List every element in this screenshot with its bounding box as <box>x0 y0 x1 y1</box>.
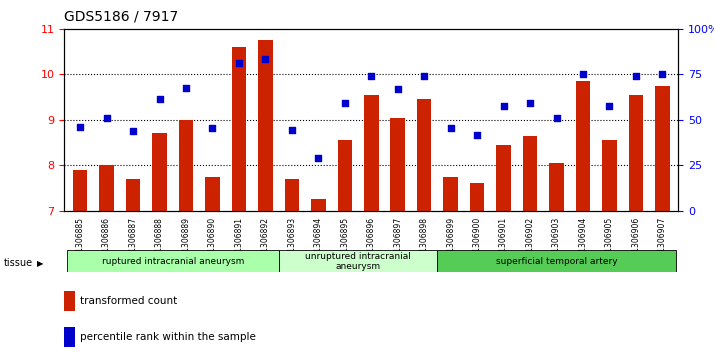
Point <box>445 125 456 130</box>
Bar <box>391 118 405 211</box>
Point <box>181 85 192 91</box>
Bar <box>64 327 75 347</box>
Point <box>74 124 86 130</box>
Point <box>313 155 324 161</box>
Bar <box>178 120 193 211</box>
Bar <box>231 47 246 211</box>
Bar <box>470 183 484 211</box>
Text: percentile rank within the sample: percentile rank within the sample <box>79 332 256 342</box>
Text: ▶: ▶ <box>37 259 44 268</box>
Point <box>604 103 615 109</box>
Point <box>418 73 430 79</box>
Text: superficial temporal artery: superficial temporal artery <box>496 257 618 266</box>
Bar <box>496 145 511 211</box>
Bar <box>73 170 87 211</box>
Point <box>392 86 403 92</box>
Bar <box>417 99 431 211</box>
Bar <box>523 136 538 211</box>
Bar <box>64 291 75 311</box>
Text: tissue: tissue <box>4 258 33 268</box>
Bar <box>655 86 670 211</box>
Point <box>207 125 218 131</box>
Bar <box>67 250 278 272</box>
Point <box>366 73 377 79</box>
Point <box>578 72 589 77</box>
Point <box>339 99 351 105</box>
Point <box>550 115 562 121</box>
Text: GDS5186 / 7917: GDS5186 / 7917 <box>64 9 178 23</box>
Bar <box>311 199 326 211</box>
Point <box>127 128 139 134</box>
Bar <box>152 134 167 211</box>
Bar <box>438 250 675 272</box>
Point <box>498 103 509 109</box>
Bar <box>575 81 590 211</box>
Bar <box>99 165 114 211</box>
Point <box>471 132 483 138</box>
Bar <box>364 95 378 211</box>
Bar <box>338 140 352 211</box>
Point <box>154 97 165 102</box>
Bar <box>549 163 564 211</box>
Bar <box>285 179 299 211</box>
Text: ruptured intracranial aneurysm: ruptured intracranial aneurysm <box>101 257 244 266</box>
Point <box>101 115 112 121</box>
Bar <box>126 179 141 211</box>
Point <box>630 73 642 79</box>
Bar <box>278 250 438 272</box>
Bar <box>602 140 617 211</box>
Point <box>260 56 271 61</box>
Bar <box>258 40 273 211</box>
Bar <box>628 95 643 211</box>
Bar <box>205 176 220 211</box>
Point <box>233 60 245 66</box>
Point <box>524 99 536 105</box>
Bar <box>443 176 458 211</box>
Point <box>657 72 668 77</box>
Text: unruptured intracranial
aneurysm: unruptured intracranial aneurysm <box>305 252 411 271</box>
Point <box>286 127 298 133</box>
Text: transformed count: transformed count <box>79 296 177 306</box>
